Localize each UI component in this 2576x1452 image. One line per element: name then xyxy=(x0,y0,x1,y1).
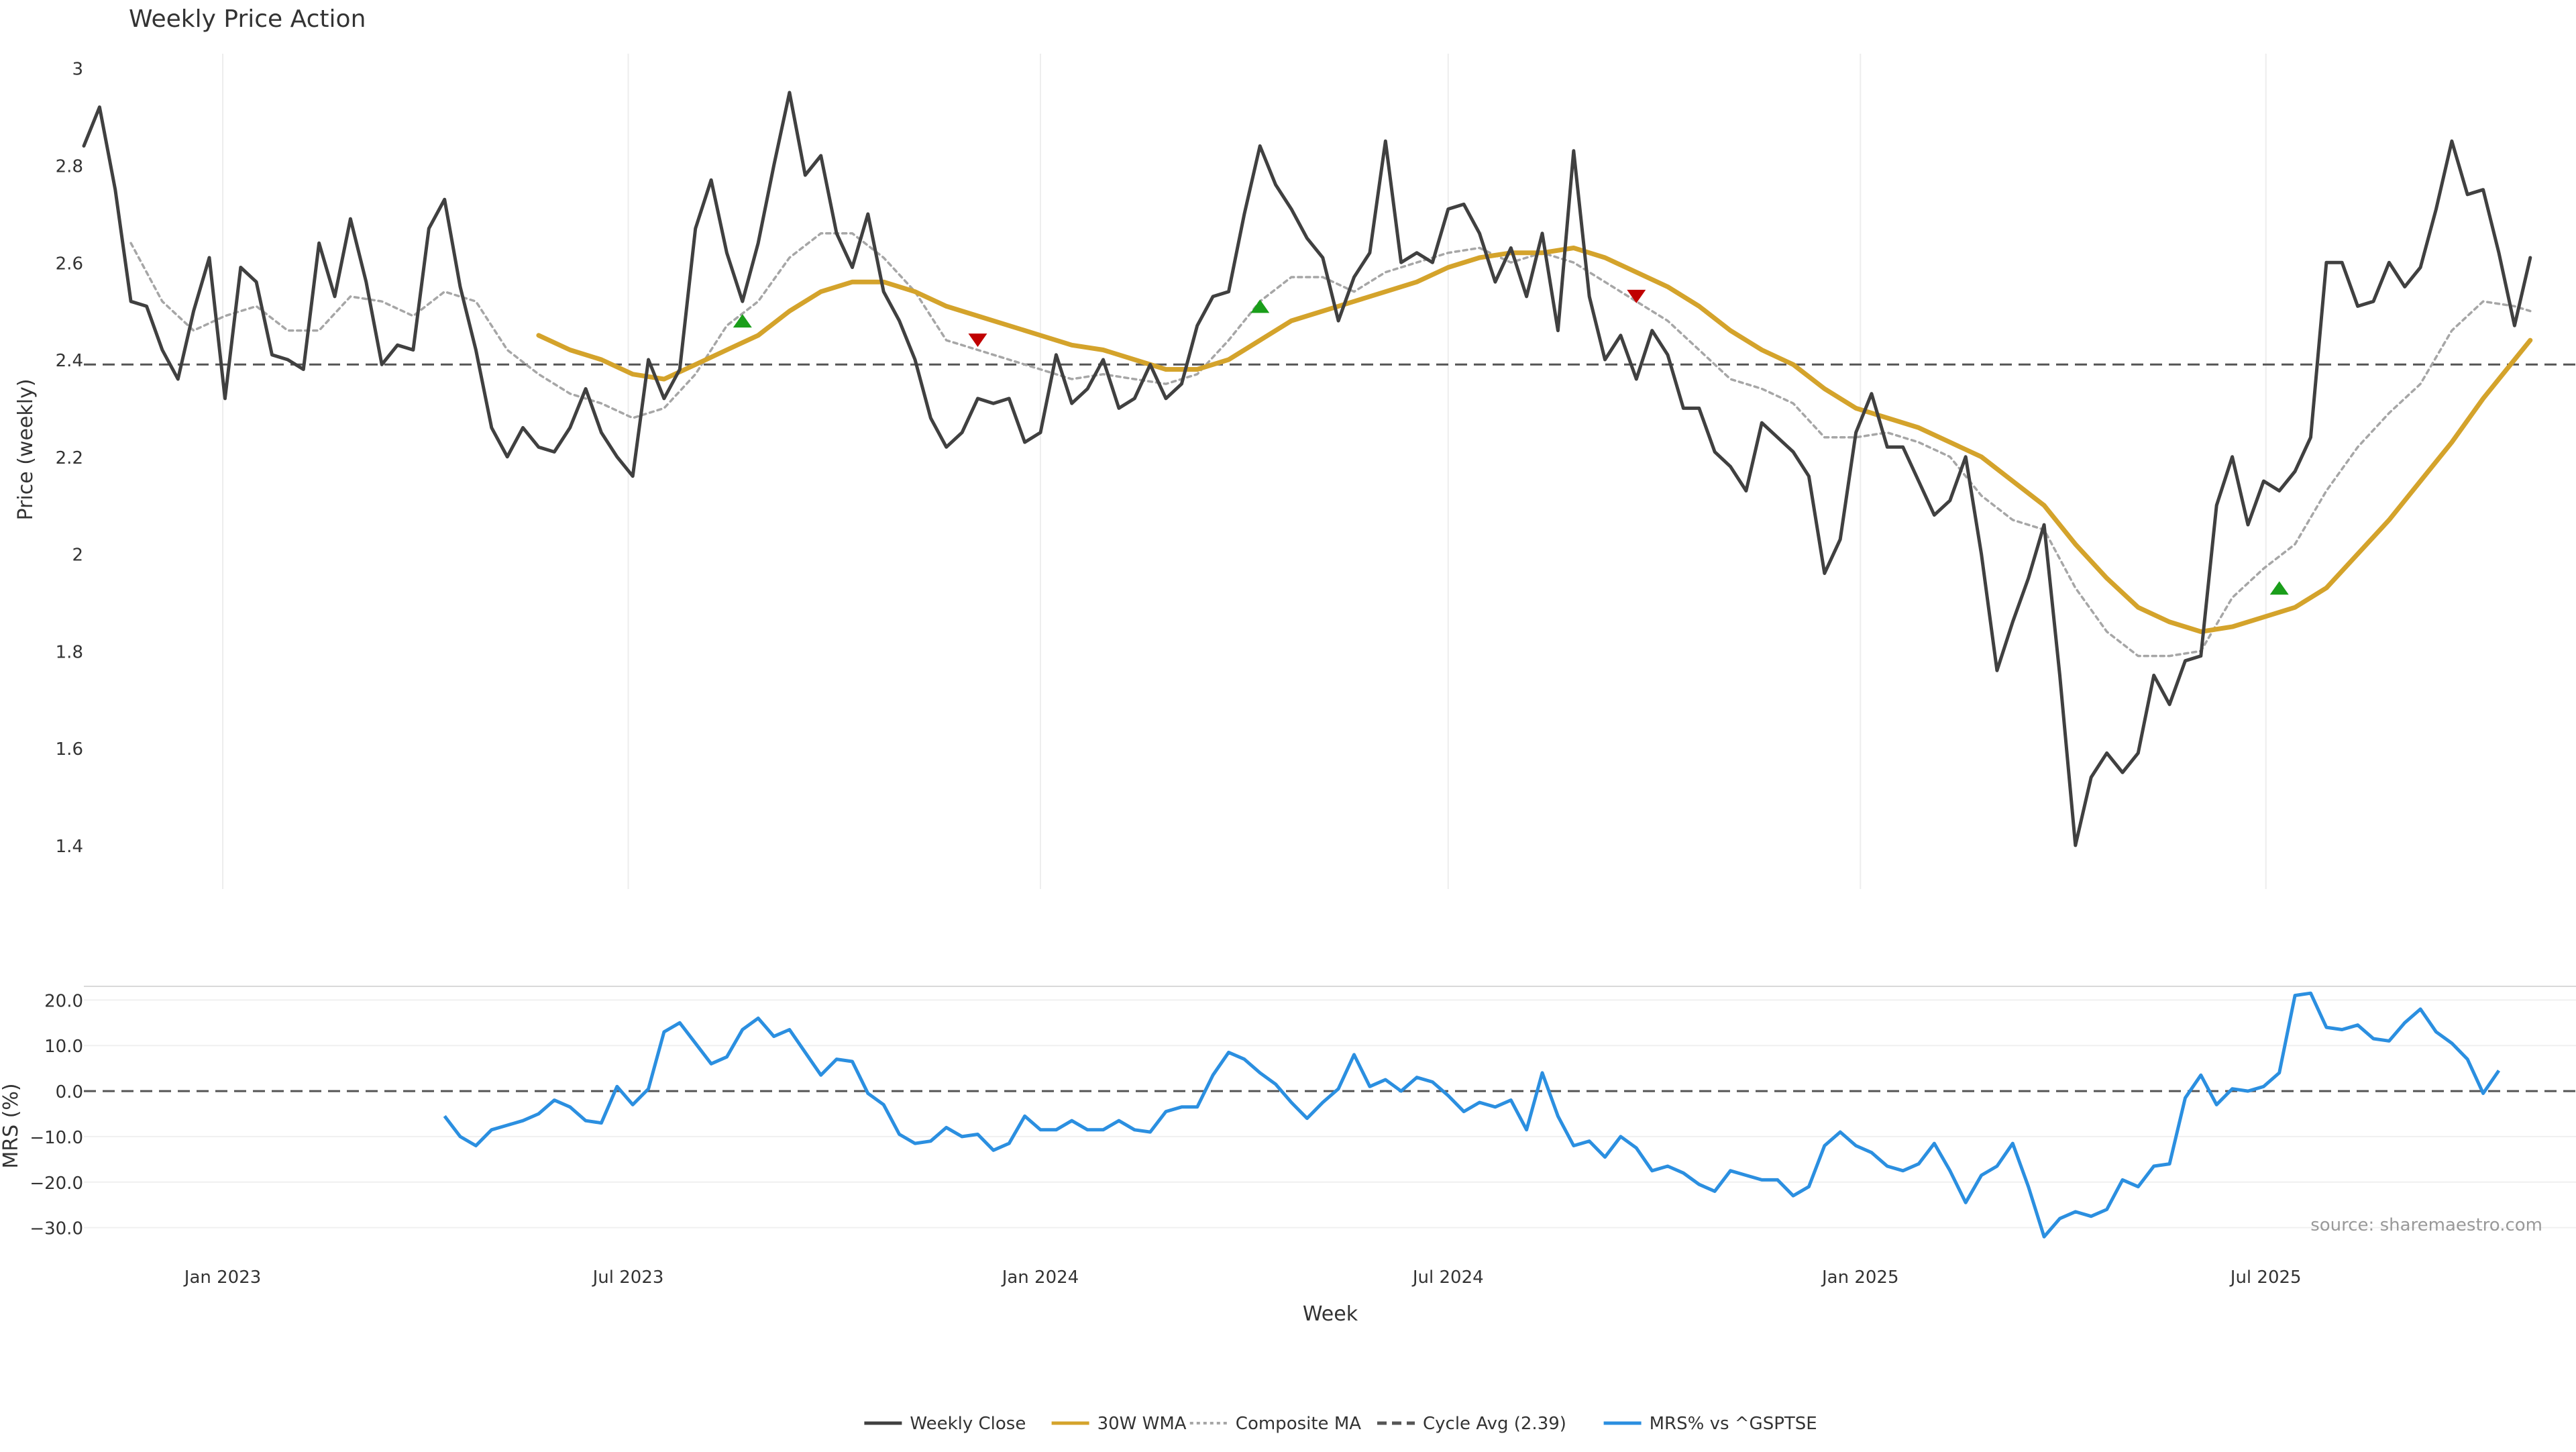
price-ytick-0: 1.4 xyxy=(56,837,83,857)
chart-title: Weekly Price Action xyxy=(129,5,366,33)
sell-signal-3 xyxy=(1627,289,1646,303)
buy-signal-0 xyxy=(733,314,752,328)
buy-signal-4 xyxy=(2269,581,2289,595)
x-tick-3: Jul 2024 xyxy=(1411,1267,1484,1288)
mrs-ytick-2: 0.0 xyxy=(56,1082,83,1102)
sell-signal-1 xyxy=(968,333,987,348)
x-tick-2: Jan 2024 xyxy=(1001,1267,1079,1288)
legend-label-0: Weekly Close xyxy=(910,1414,1026,1434)
price-ytick-3: 2 xyxy=(72,546,83,566)
price-y-axis-label: Price (weekly) xyxy=(14,378,38,520)
mrs-y-axis-label: MRS (%) xyxy=(0,1083,23,1168)
price-ytick-1: 1.6 xyxy=(56,739,83,760)
price-grid xyxy=(84,54,2576,889)
x-tick-5: Jul 2025 xyxy=(2229,1267,2302,1288)
price-series-group xyxy=(82,91,2533,847)
mrs-ytick-1: 10.0 xyxy=(44,1037,83,1057)
mrs-ytick-0: 20.0 xyxy=(44,991,83,1011)
x-axis: Jan 2023 Jul 2023 Jan 2024 Jul 2024 Jan 2025… xyxy=(183,1267,2302,1288)
series-composite-ma xyxy=(129,232,2532,658)
legend-label-3: Cycle Avg (2.39) xyxy=(1423,1414,1566,1434)
series-mrs xyxy=(443,991,2501,1239)
mrs-ytick-4: −20.0 xyxy=(30,1174,83,1194)
price-ytick-5: 2.4 xyxy=(56,351,83,371)
x-tick-1: Jul 2023 xyxy=(592,1267,664,1288)
series-weekly-close xyxy=(82,91,2532,847)
legend-label-2: Composite MA xyxy=(1236,1414,1361,1434)
mrs-ytick-3: −10.0 xyxy=(30,1128,83,1148)
legend: Weekly Close 30W WMA Composite MA Cycle Avg… xyxy=(864,1414,1817,1434)
x-axis-label: Week xyxy=(1303,1302,1358,1326)
mrs-y-axis: 20.0 10.0 0.0 −10.0 −20.0 −30.0 xyxy=(30,991,83,1239)
legend-label-1: 30W WMA xyxy=(1097,1414,1187,1434)
price-ytick-6: 2.6 xyxy=(56,254,83,274)
series-30w-wma xyxy=(536,246,2533,634)
mrs-grid xyxy=(84,986,2576,1229)
signal-markers xyxy=(733,289,2289,595)
mrs-ytick-5: −30.0 xyxy=(30,1219,83,1239)
price-ytick-7: 2.8 xyxy=(56,156,83,176)
legend-label-4: MRS% vs ^GSPTSE xyxy=(1650,1414,1817,1434)
price-y-axis: 1.4 1.6 1.8 2 2.2 2.4 2.6 2.8 3 xyxy=(56,60,83,857)
price-ytick-8: 3 xyxy=(72,60,83,80)
price-ytick-4: 2.2 xyxy=(56,448,83,468)
source-note: source: sharemaestro.com xyxy=(2310,1215,2542,1235)
price-ytick-2: 1.8 xyxy=(56,642,83,662)
x-tick-4: Jan 2025 xyxy=(1821,1267,1899,1288)
x-tick-0: Jan 2023 xyxy=(183,1267,262,1288)
buy-signal-2 xyxy=(1250,299,1270,313)
mrs-series-group xyxy=(443,991,2501,1239)
